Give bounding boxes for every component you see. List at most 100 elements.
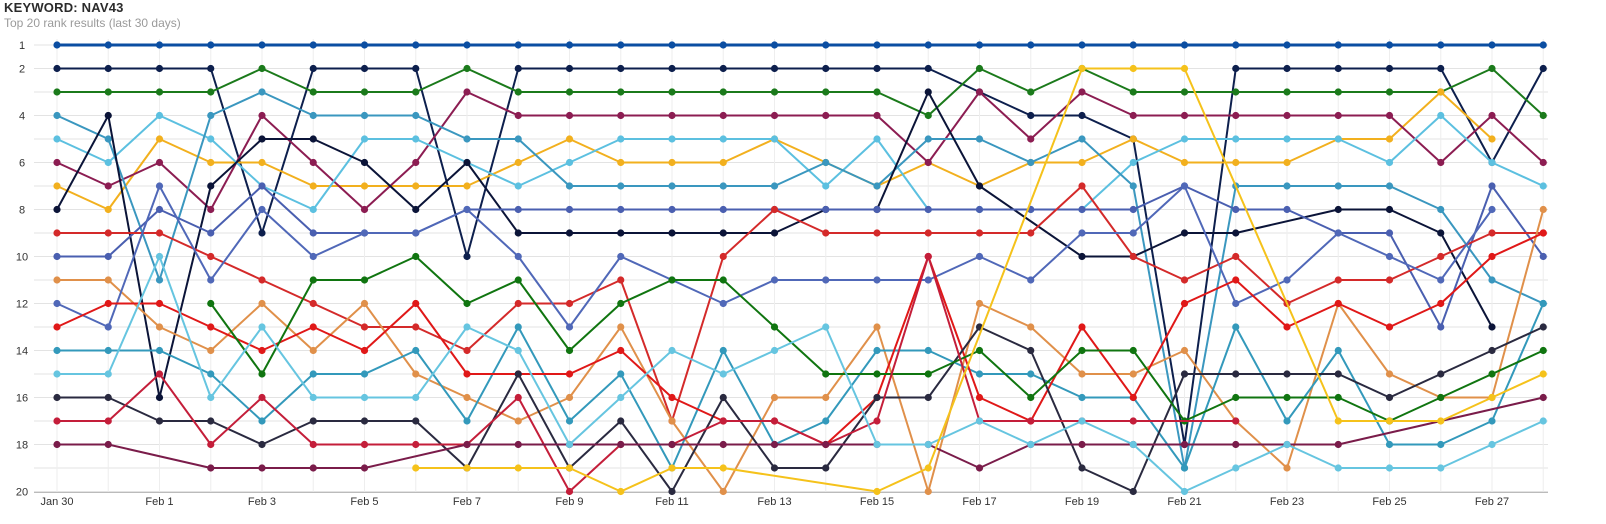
data-point bbox=[258, 229, 266, 237]
data-point bbox=[1180, 64, 1189, 73]
data-point bbox=[565, 111, 574, 120]
data-point bbox=[412, 417, 420, 425]
data-point bbox=[53, 417, 61, 425]
data-point bbox=[412, 323, 420, 331]
data-point bbox=[412, 41, 420, 49]
data-point bbox=[360, 370, 369, 378]
data-point bbox=[1180, 346, 1189, 355]
y-tick-label: 6 bbox=[19, 158, 25, 170]
data-point bbox=[1437, 370, 1445, 378]
data-point bbox=[309, 41, 317, 49]
data-point bbox=[770, 393, 779, 402]
data-point bbox=[1027, 158, 1035, 167]
data-point bbox=[412, 370, 420, 378]
data-point bbox=[1437, 41, 1445, 49]
data-point bbox=[719, 41, 727, 49]
data-point bbox=[360, 393, 369, 402]
data-point bbox=[873, 41, 881, 49]
data-point bbox=[719, 393, 727, 402]
data-point bbox=[53, 111, 61, 120]
data-point bbox=[1180, 440, 1189, 449]
data-point bbox=[1232, 88, 1240, 96]
data-point bbox=[1437, 64, 1445, 73]
data-point bbox=[1385, 370, 1394, 378]
data-point bbox=[463, 417, 471, 425]
data-point bbox=[360, 158, 369, 167]
data-point bbox=[1385, 111, 1394, 120]
data-point bbox=[1232, 276, 1240, 284]
data-point bbox=[975, 464, 984, 472]
data-point bbox=[1437, 88, 1445, 96]
data-point bbox=[770, 41, 779, 49]
data-point bbox=[104, 299, 112, 308]
data-point bbox=[207, 464, 215, 472]
data-point bbox=[1488, 41, 1496, 49]
x-tick-label: Feb 23 bbox=[1270, 496, 1304, 508]
data-point bbox=[104, 135, 112, 143]
data-point bbox=[309, 111, 317, 120]
data-point bbox=[463, 182, 471, 190]
data-point bbox=[1334, 299, 1342, 308]
data-point bbox=[207, 182, 215, 190]
data-point bbox=[924, 440, 932, 449]
data-point bbox=[104, 417, 112, 425]
data-point bbox=[207, 323, 215, 331]
data-point bbox=[1283, 111, 1291, 120]
data-point bbox=[1385, 440, 1394, 449]
data-point bbox=[258, 464, 266, 472]
data-point bbox=[104, 41, 112, 49]
data-point bbox=[412, 205, 420, 214]
data-point bbox=[207, 299, 215, 308]
data-point bbox=[207, 276, 215, 284]
series-line bbox=[57, 67, 1544, 117]
data-point bbox=[258, 323, 266, 331]
data-point bbox=[104, 276, 112, 284]
data-point bbox=[207, 64, 215, 73]
data-point bbox=[668, 464, 676, 472]
data-point bbox=[207, 88, 215, 96]
data-point bbox=[873, 393, 881, 402]
data-point bbox=[53, 346, 61, 355]
data-point bbox=[1539, 111, 1547, 120]
series-line bbox=[56, 114, 1544, 211]
data-point bbox=[822, 64, 830, 73]
data-point bbox=[155, 111, 164, 120]
data-point bbox=[1129, 88, 1137, 96]
data-point bbox=[1027, 41, 1035, 49]
data-point bbox=[822, 41, 830, 49]
data-point bbox=[1129, 370, 1137, 378]
data-point bbox=[258, 64, 266, 73]
data-point bbox=[1180, 487, 1189, 496]
data-point bbox=[1232, 464, 1240, 472]
data-point bbox=[617, 41, 625, 49]
data-point bbox=[53, 299, 61, 308]
data-point bbox=[617, 487, 625, 496]
data-point bbox=[258, 41, 266, 49]
data-point bbox=[1283, 323, 1291, 331]
data-point bbox=[668, 417, 676, 425]
data-point bbox=[1129, 64, 1137, 73]
data-point bbox=[873, 182, 881, 190]
data-point bbox=[1437, 299, 1445, 308]
data-point bbox=[258, 205, 266, 214]
data-point bbox=[1385, 464, 1394, 472]
x-tick-label: Feb 5 bbox=[350, 496, 378, 508]
data-point bbox=[1078, 393, 1086, 402]
data-point bbox=[309, 135, 317, 143]
series-line bbox=[57, 67, 1545, 446]
data-point bbox=[1488, 323, 1496, 331]
data-point bbox=[514, 205, 522, 214]
data-point bbox=[309, 299, 317, 308]
data-point bbox=[822, 370, 830, 378]
data-point bbox=[53, 205, 61, 214]
x-tick-label: Feb 27 bbox=[1475, 496, 1509, 508]
data-point bbox=[463, 41, 471, 49]
data-point bbox=[617, 417, 625, 425]
data-point bbox=[617, 252, 625, 261]
data-point bbox=[360, 440, 369, 449]
data-point bbox=[514, 64, 522, 73]
data-point bbox=[155, 252, 164, 261]
data-point bbox=[565, 299, 574, 308]
series-line bbox=[57, 185, 1544, 422]
data-point bbox=[463, 135, 471, 143]
